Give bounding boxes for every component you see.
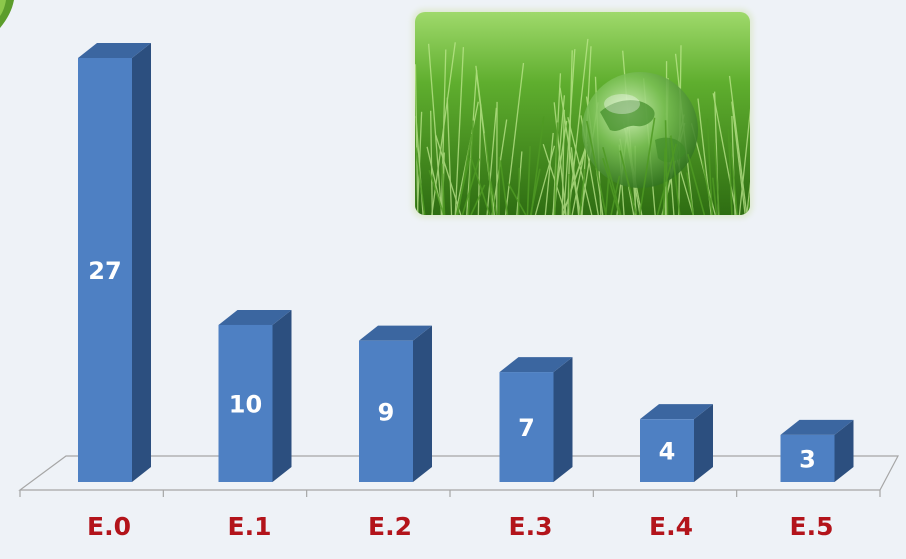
bar-top <box>780 419 854 435</box>
bars-group: 27 10 9 7 4 3 <box>78 43 854 482</box>
bar: 7 <box>499 357 573 482</box>
bar-value-label: 10 <box>229 390 262 418</box>
bar-side <box>834 419 854 482</box>
bar-top <box>359 325 432 341</box>
bar-front <box>640 419 694 482</box>
bar-value-label: 4 <box>659 438 676 466</box>
category-label: E.1 <box>228 512 272 541</box>
category-label: E.0 <box>87 512 131 541</box>
bar: 9 <box>359 325 432 482</box>
bar-side <box>272 309 292 482</box>
bar-side <box>132 43 151 482</box>
category-labels: E.0 E.1 E.2 E.3 E.4 E.5 <box>87 512 833 541</box>
category-label: E.4 <box>649 512 693 541</box>
chart-floor <box>18 455 899 497</box>
bar-value-label: 7 <box>518 414 535 442</box>
bar-value-label: 3 <box>799 445 816 473</box>
bar: 10 <box>218 309 292 482</box>
bar-front <box>78 58 132 482</box>
bar: 4 <box>640 404 713 482</box>
bar-front <box>780 434 835 482</box>
bar-front <box>499 372 554 482</box>
bar: 3 <box>780 419 854 482</box>
leaf-corner-icon <box>0 0 14 28</box>
globe-in-grass-image <box>412 9 753 218</box>
bar-top <box>499 357 573 373</box>
bar-top <box>640 404 713 420</box>
category-label: E.3 <box>509 512 553 541</box>
bar-side <box>413 325 432 482</box>
bar-top <box>218 309 292 325</box>
category-label: E.5 <box>790 512 834 541</box>
bar: 27 <box>78 43 151 482</box>
floor-outline <box>18 455 899 491</box>
bar-side <box>694 404 713 482</box>
bar-front <box>359 340 413 482</box>
bar-top <box>78 43 151 58</box>
bar-side <box>553 357 573 482</box>
bar-front <box>218 324 273 482</box>
bar-value-label: 27 <box>88 257 121 285</box>
bar-value-label: 9 <box>378 398 395 426</box>
category-label: E.2 <box>368 512 412 541</box>
